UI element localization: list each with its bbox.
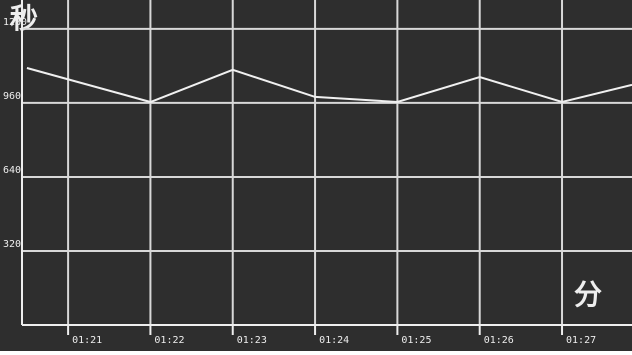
- y-tick-label: 640: [3, 165, 21, 176]
- x-tick-label: 01:21: [72, 335, 102, 346]
- y-tick-label: 1280: [3, 17, 27, 28]
- x-unit: 分: [574, 278, 602, 311]
- x-tick-label: 01:26: [484, 335, 514, 346]
- y-tick-label: 960: [3, 91, 21, 102]
- x-tick-label: 01:22: [154, 335, 184, 346]
- data-line: [26, 67, 632, 104]
- x-tick-label: 01:23: [237, 335, 267, 346]
- x-tick-label: 01:27: [566, 335, 596, 346]
- x-tick-label: 01:25: [401, 335, 431, 346]
- x-tick-label: 01:24: [319, 335, 349, 346]
- y-tick-label: 320: [3, 239, 21, 250]
